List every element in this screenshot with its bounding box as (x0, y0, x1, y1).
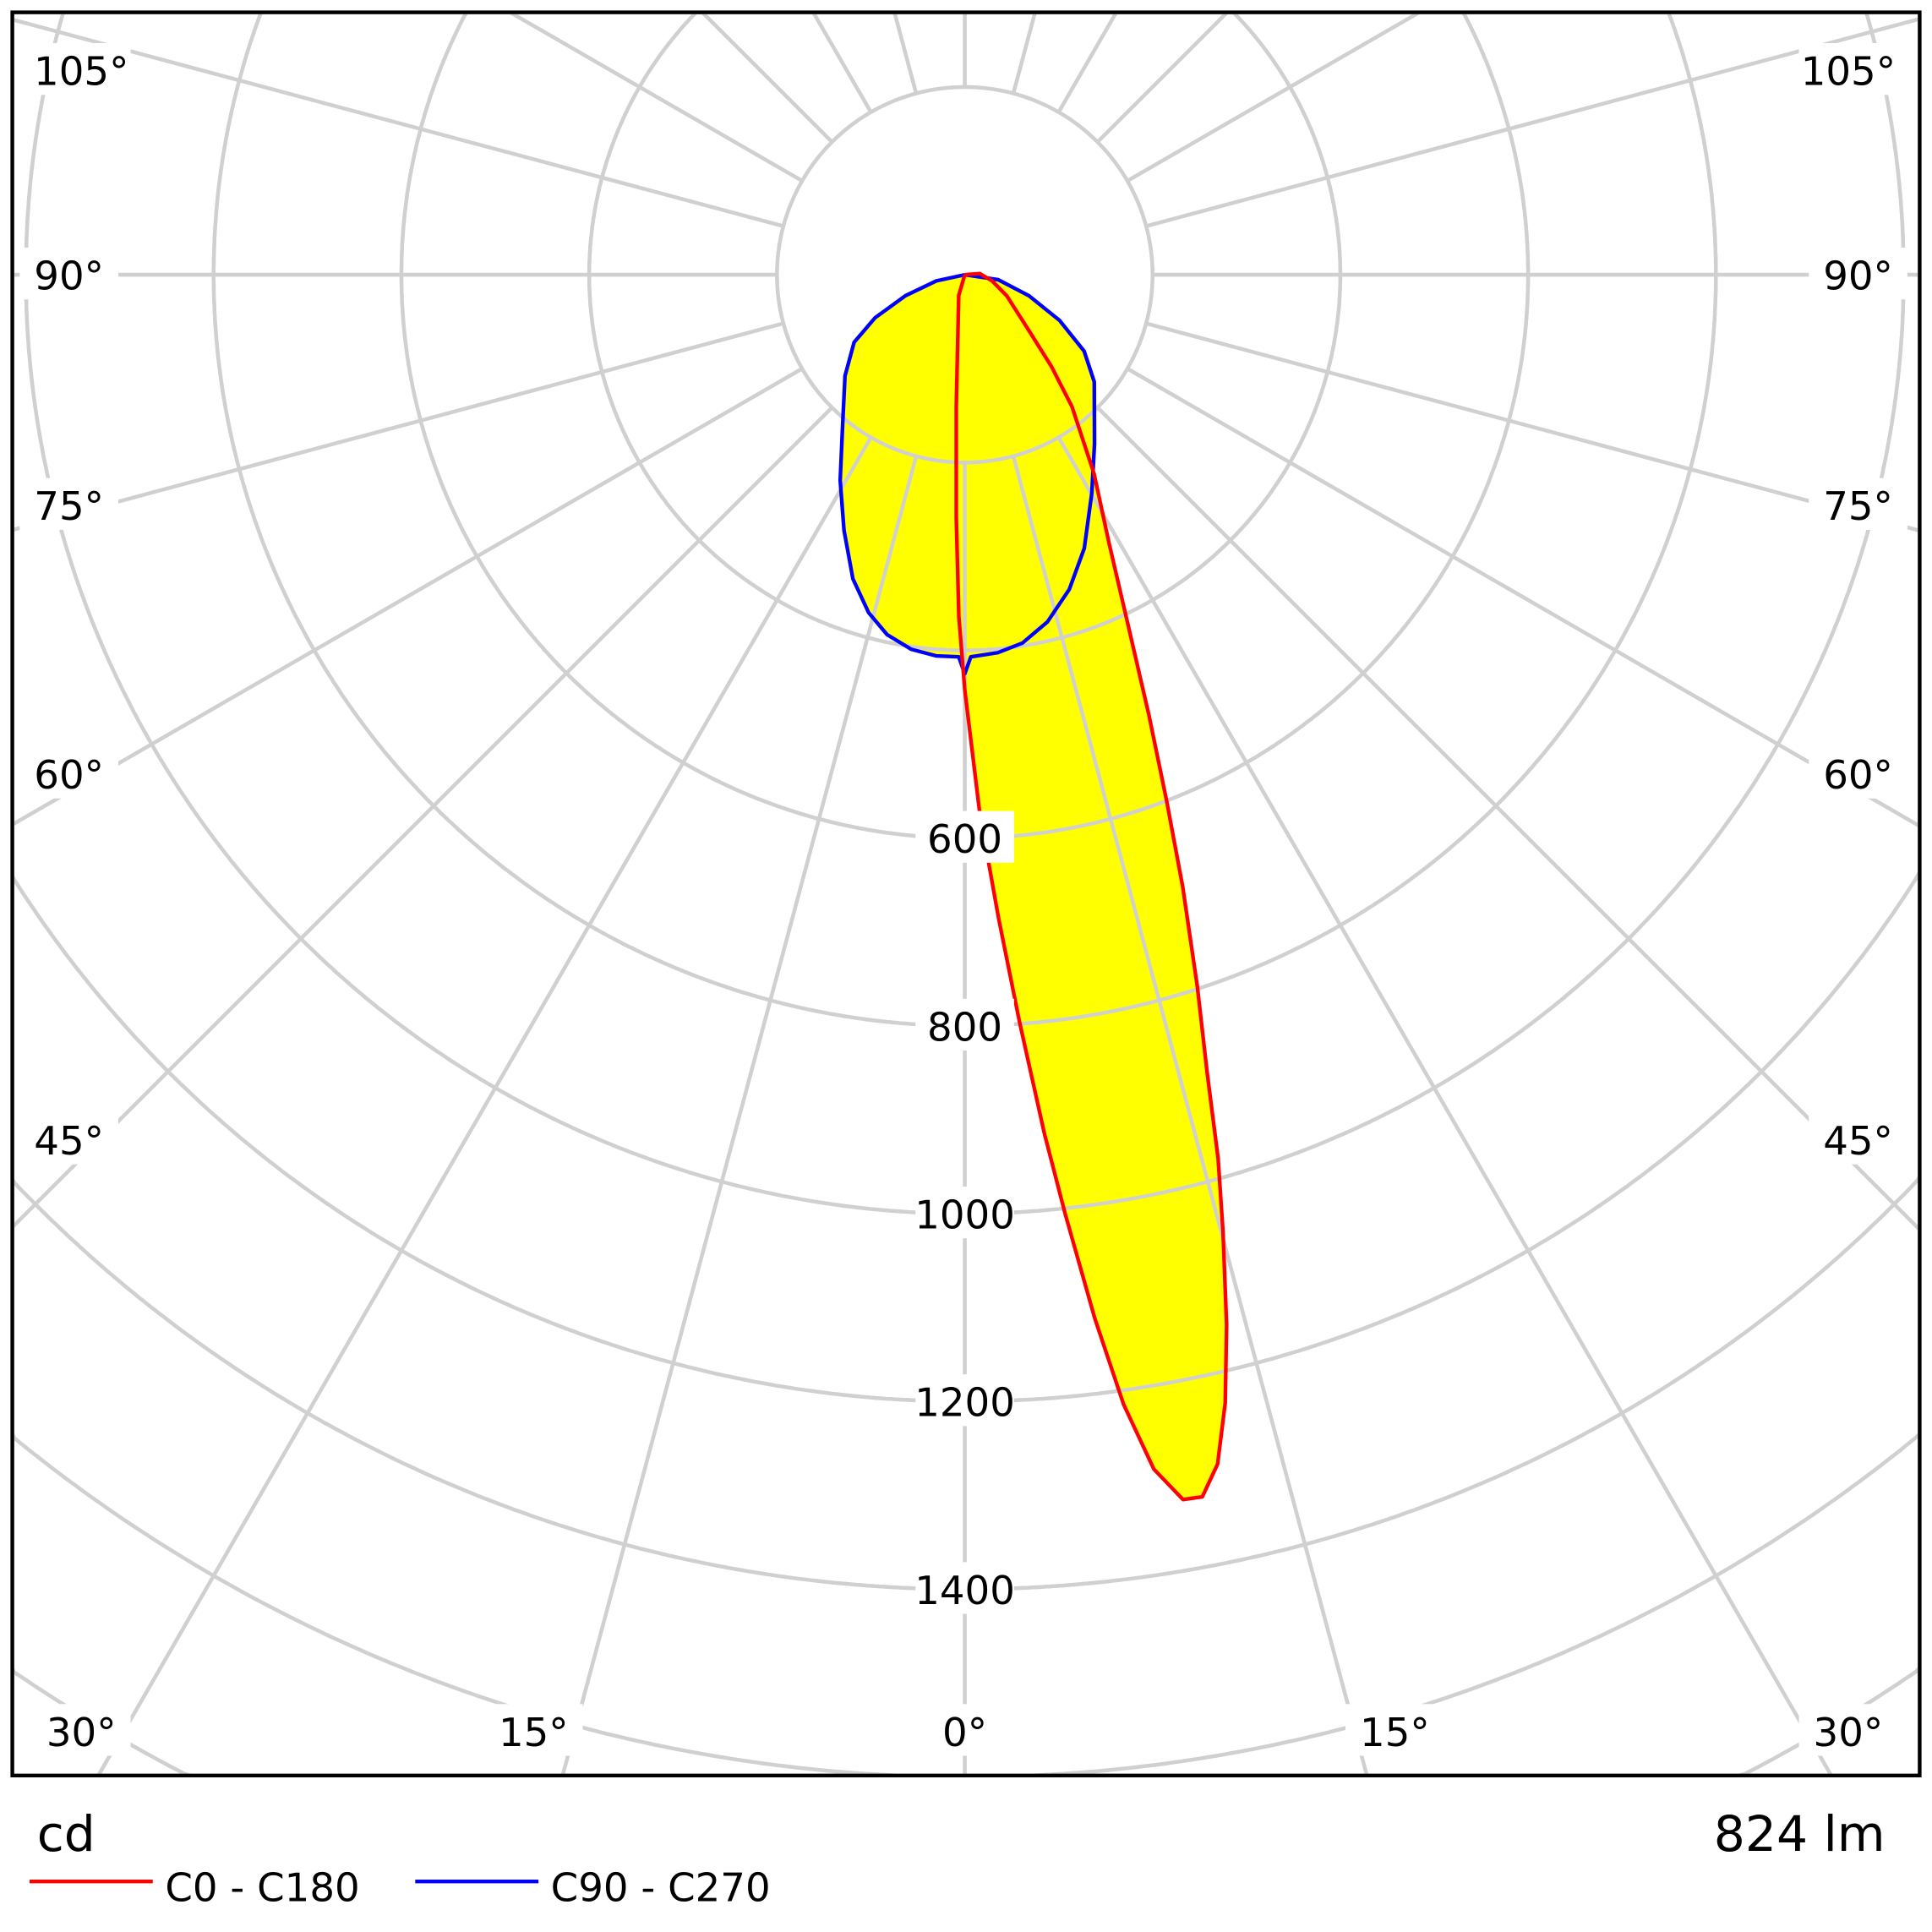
radial-tick-label: 800 (927, 1005, 1002, 1051)
angle-label-bg (1809, 746, 1907, 799)
grid-ray-overlay (560, 456, 919, 1776)
angle-label: 105° (1801, 50, 1896, 96)
grid-ray-overlay (12, 321, 784, 532)
grid-circle-overlay (12, 12, 1920, 1404)
radial-label-bg (915, 810, 1014, 863)
angle-label: 90° (1823, 254, 1893, 300)
legend-label-c0-c180: C0 - C180 (165, 1866, 359, 1912)
radial-label-bg (915, 1562, 1014, 1614)
legend-label-c90-c270: C90 - C270 (551, 1866, 771, 1912)
angle-label: 75° (1823, 484, 1893, 530)
inner-grid-overlay (12, 12, 1920, 1776)
angle-label: 30° (46, 1711, 117, 1756)
angle-label: 45° (34, 1119, 104, 1165)
angle-label: 0° (942, 1711, 987, 1756)
grid-ray-overlay (1011, 456, 1369, 1776)
grid-ray-overlay (1056, 12, 1118, 113)
grid-ray-overlay (12, 367, 804, 827)
radial-label-bg (915, 1374, 1014, 1427)
grid-ray-overlay (1126, 367, 1920, 828)
angle-label: 60° (34, 753, 104, 799)
legend: C0 - C180 C90 - C270 (29, 1866, 771, 1912)
grid-ray-overlay (509, 12, 804, 183)
angle-label-bg (19, 746, 118, 799)
curves (838, 271, 1229, 1502)
curve-fills (840, 273, 1227, 1500)
grid-ray-overlay (96, 436, 873, 1776)
radial-label-bg (915, 998, 1014, 1051)
curve-fill-1 (840, 275, 1095, 674)
angle-label-bg (19, 478, 118, 530)
grid-ray-overlay (1096, 12, 1229, 144)
angle-label: 105° (34, 50, 128, 96)
angle-label: 75° (34, 484, 104, 530)
grid-ray-overlay (892, 12, 919, 95)
angle-label-bg (1798, 1704, 1898, 1756)
grid-ray-overlay (12, 18, 784, 228)
angle-label-bg (31, 43, 131, 96)
angle-label-bg (483, 1704, 583, 1756)
radial-tick-label: 1000 (914, 1193, 1015, 1239)
angle-label: 60° (1823, 753, 1893, 799)
grid-ray-overlay (1145, 321, 1920, 532)
grid-ray-overlay (1145, 17, 1920, 228)
grid-ray-overlay (1096, 406, 1920, 1231)
angle-label-bg (1809, 478, 1907, 530)
angle-label-bg (19, 248, 118, 300)
radial-tick-label: 600 (927, 817, 1002, 863)
angle-label: 15° (499, 1711, 569, 1756)
angle-label-bg (1809, 1112, 1907, 1165)
grid-ray-overlay (1056, 436, 1833, 1776)
grid-ray-overlay (811, 12, 873, 113)
radial-tick-label: 1200 (914, 1381, 1015, 1427)
angle-label-bg (1809, 248, 1907, 300)
angle-label-bg (1345, 1704, 1444, 1756)
angle-label: 45° (1823, 1119, 1893, 1165)
grid-ray-overlay (1011, 12, 1037, 95)
radial-tick-labels: 600 800 1000 1200 1400 (914, 810, 1015, 1614)
angle-label-bg (915, 1704, 1014, 1756)
flux-label: 824 lm (1714, 1805, 1886, 1863)
angle-label-bg (31, 1704, 131, 1756)
angle-label: 30° (1814, 1711, 1884, 1756)
radial-label-bg (915, 1186, 1014, 1239)
curve-c0-c180 (954, 271, 1229, 1502)
grid-ray-overlay (701, 12, 833, 144)
angle-label-bg (1798, 43, 1898, 96)
radial-tick-label: 1400 (914, 1569, 1015, 1614)
angle-labels: 105° 90° 75° 60° 45° 30° 15° 0° 15° 30° 45° 60° 75° 9… (19, 43, 1907, 1756)
angle-label: 15° (1360, 1711, 1430, 1756)
angle-label: 90° (34, 254, 104, 300)
unit-label: cd (37, 1805, 96, 1863)
grid-ray-overlay (12, 406, 833, 1229)
plot-frame (10, 10, 1922, 1778)
grid-circle-overlay (12, 12, 1920, 1591)
grid-ray-overlay (1126, 12, 1421, 183)
angle-label-bg (19, 1112, 118, 1165)
